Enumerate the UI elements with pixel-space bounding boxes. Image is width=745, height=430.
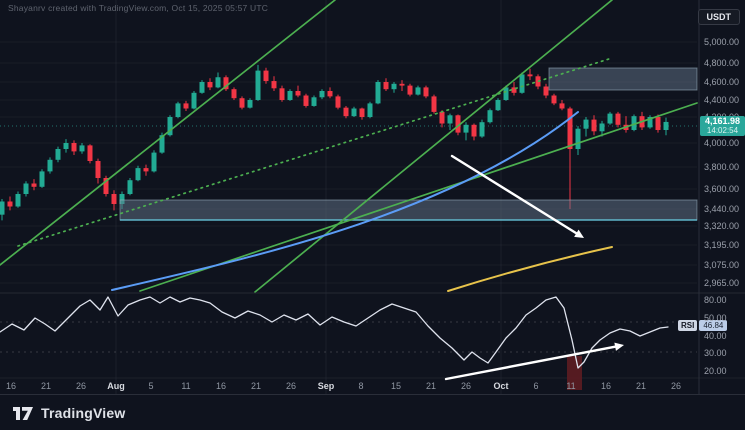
price-axis-label: 2,965.00	[704, 278, 740, 288]
attribution-text: Shayanrv created with TradingView.com, O…	[8, 3, 269, 13]
time-axis-label: 26	[285, 381, 297, 391]
price-axis-label: 4,600.00	[704, 77, 740, 87]
time-axis-label: 6	[533, 381, 539, 391]
tradingview-logo-icon	[13, 406, 33, 420]
last-price-label: 4,161.98 14:02:54	[700, 116, 745, 136]
price-axis-label: 3,195.00	[704, 240, 740, 250]
price-axis-label: 3,800.00	[704, 162, 740, 172]
time-axis-label: 16	[215, 381, 227, 391]
time-axis-label: 16	[5, 381, 17, 391]
time-axis-label: 8	[358, 381, 364, 391]
bar-countdown: 14:02:54	[706, 126, 739, 135]
time-axis-label: 11	[181, 381, 191, 391]
last-price-value: 4,161.98	[704, 116, 741, 126]
price-axis-label: 5,000.00	[704, 37, 740, 47]
price-axis-label: 3,320.00	[704, 221, 740, 231]
price-axis-label: 3,075.00	[704, 260, 740, 270]
price-axis-label: 4,800.00	[704, 58, 740, 68]
rsi-indicator-button[interactable]: RSI	[678, 320, 698, 331]
time-axis-label: 11	[566, 381, 576, 391]
price-axis-label: 3,600.00	[704, 184, 740, 194]
time-axis-label: 26	[670, 381, 682, 391]
quote-currency-button[interactable]: USDT	[697, 9, 740, 25]
time-axis-label: 21	[40, 381, 52, 391]
time-axis-month-label: Sep	[317, 381, 335, 391]
time-axis-label: 21	[425, 381, 437, 391]
rsi-value: 46.84	[699, 320, 728, 331]
rsi-axis-label: 50.00	[704, 313, 727, 323]
rsi-axis-label: 80.00	[704, 295, 727, 305]
time-axis-label: 5	[148, 381, 154, 391]
time-axis-label: 21	[250, 381, 262, 391]
footer-bar: TradingView	[0, 396, 745, 430]
price-axis-label: 4,000.00	[704, 138, 740, 148]
rsi-axis-label: 20.00	[704, 366, 727, 376]
time-axis-label: 16	[600, 381, 612, 391]
rsi-legend: RSI 46.84	[678, 320, 728, 331]
time-axis-label: 21	[635, 381, 647, 391]
time-axis-label: 26	[460, 381, 472, 391]
rsi-axis-label: 30.00	[704, 348, 727, 358]
time-axis-month-label: Aug	[107, 381, 125, 391]
price-axis-label: 3,440.00	[704, 204, 740, 214]
tradingview-brand-text: TradingView	[41, 405, 126, 421]
rsi-axis-label: 40.00	[704, 331, 727, 341]
price-axis-label: 4,400.00	[704, 95, 740, 105]
tradingview-logo-link[interactable]: TradingView	[13, 405, 125, 421]
time-axis-label: 26	[75, 381, 87, 391]
time-axis-month-label: Oct	[493, 381, 509, 391]
time-axis-label: 15	[390, 381, 402, 391]
